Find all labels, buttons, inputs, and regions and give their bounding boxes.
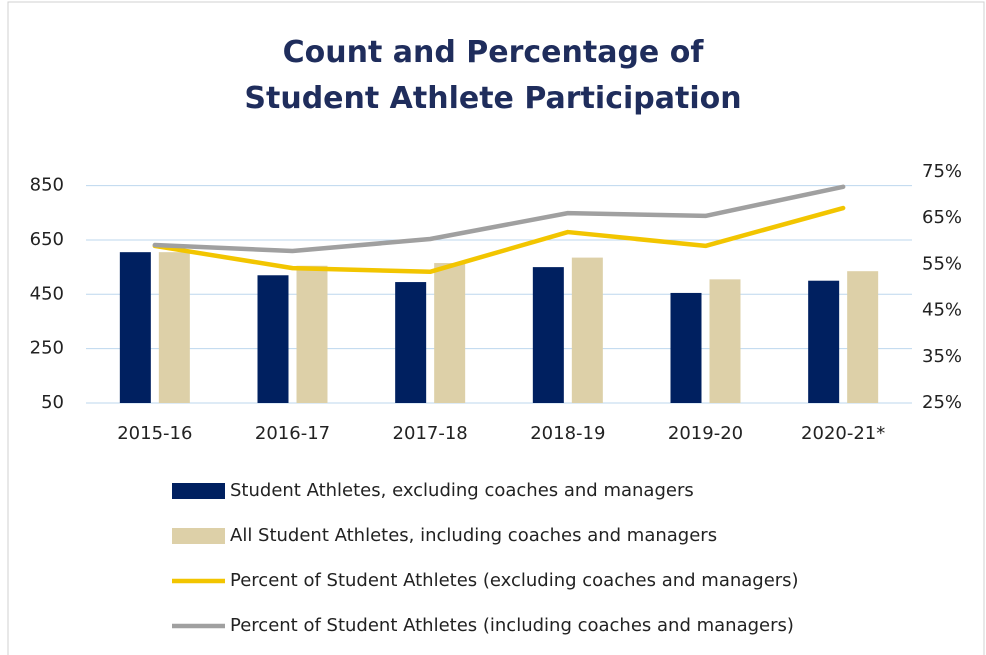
legend-label: Student Athletes, excluding coaches and …: [230, 480, 694, 501]
y-tick-label: 450: [30, 283, 64, 304]
bar: [434, 263, 466, 403]
legend-label: Percent of Student Athletes (excluding c…: [230, 570, 799, 591]
y2-tick-label: 65%: [922, 207, 962, 228]
x-tick-label: 2015-16: [117, 423, 192, 444]
bar: [847, 271, 879, 403]
line-series: [152, 205, 846, 275]
bar: [158, 252, 190, 403]
legend-label: Percent of Student Athletes (including c…: [230, 615, 794, 636]
legend-swatch: [172, 483, 225, 499]
bar: [257, 275, 289, 403]
x-tick-label: 2016-17: [255, 423, 330, 444]
x-tick-label: 2017-18: [393, 423, 468, 444]
line-series: [152, 184, 846, 254]
x-tick-label: 2019-20: [668, 423, 743, 444]
bar: [119, 252, 151, 403]
y2-tick-label: 75%: [922, 161, 962, 182]
y-tick-label: 650: [30, 229, 64, 250]
y-tick-label: 850: [30, 175, 64, 196]
y2-tick-label: 55%: [922, 253, 962, 274]
y2-tick-label: 35%: [922, 346, 962, 367]
bar: [532, 267, 564, 403]
y2-tick-label: 45%: [922, 300, 962, 321]
y-tick-label: 250: [30, 338, 64, 359]
legend-swatch: [172, 528, 225, 544]
bar: [395, 282, 427, 403]
chart-border: [7, 1, 985, 655]
bar: [296, 265, 328, 403]
x-tick-label: 2020-21*: [801, 423, 885, 444]
chart-title: Count and Percentage of Student Athlete …: [244, 35, 742, 116]
bar: [670, 292, 702, 403]
y-tick-label: 50: [41, 392, 64, 413]
y2-tick-label: 25%: [922, 392, 962, 413]
bar: [709, 279, 741, 403]
bar: [571, 257, 603, 403]
legend-label: All Student Athletes, including coaches …: [230, 525, 717, 546]
x-tick-label: 2018-19: [530, 423, 605, 444]
bar: [808, 280, 840, 403]
